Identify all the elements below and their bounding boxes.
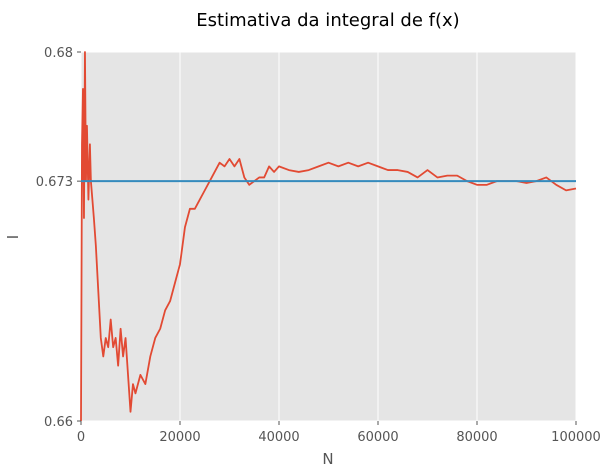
x-tick-label: 80000 — [456, 430, 497, 445]
plot-area — [81, 52, 576, 421]
x-tick-label: 60000 — [357, 430, 398, 445]
series-layer — [80, 51, 577, 422]
gridlines — [80, 51, 577, 422]
y-tick-label: 0.68 — [44, 46, 73, 61]
x-tick-label: 100000 — [551, 430, 601, 445]
y-axis-ticks: 0.66 0.673 0.68 — [36, 46, 81, 430]
y-tick-label: 0.66 — [44, 415, 73, 430]
x-tick-label: 20000 — [159, 430, 200, 445]
x-axis-ticks: 0 20000 40000 60000 80000 100000 — [77, 421, 601, 445]
x-tick-label: 0 — [77, 430, 85, 445]
y-axis-label: I — [4, 235, 22, 239]
series-line-estimate — [80, 51, 577, 422]
x-axis-label: N — [322, 450, 333, 468]
chart-title: Estimativa da integral de f(x) — [196, 10, 459, 31]
x-tick-label: 40000 — [258, 430, 299, 445]
y-tick-label: 0.673 — [36, 175, 73, 190]
